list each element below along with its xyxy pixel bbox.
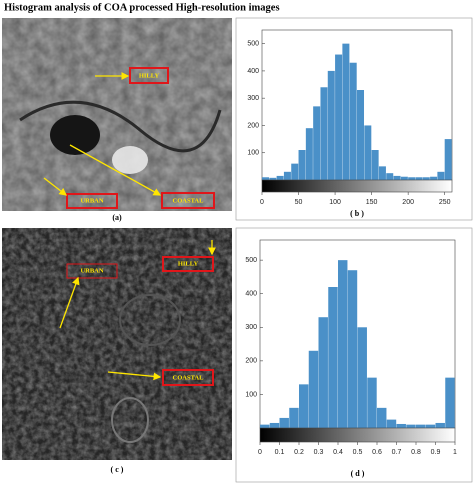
x-tick-label: 0.6 <box>372 449 382 456</box>
image-label: HILLY <box>178 260 199 267</box>
bar <box>283 171 291 180</box>
x-tick-label: 150 <box>366 199 378 206</box>
bar <box>416 424 426 428</box>
bar <box>400 176 408 180</box>
caption: ( c ) <box>111 465 124 474</box>
bar <box>349 62 357 180</box>
bar <box>377 407 387 428</box>
bar <box>396 423 406 428</box>
x-tick-label: 0.1 <box>275 449 285 456</box>
bar <box>276 175 284 180</box>
y-tick-label: 200 <box>247 122 259 129</box>
bar <box>308 350 319 428</box>
bar <box>320 87 328 180</box>
image-label: URBAN <box>80 267 103 274</box>
x-tick-label: 0.3 <box>314 449 324 456</box>
bar <box>305 128 313 180</box>
bar <box>342 43 350 180</box>
x-tick-label: 0.5 <box>353 449 363 456</box>
image-a <box>2 18 232 211</box>
bar <box>364 125 372 180</box>
bar <box>298 150 306 180</box>
image-label: COASTAL <box>173 374 205 381</box>
x-tick-label: 200 <box>402 199 414 206</box>
bar <box>260 424 270 428</box>
bar <box>291 163 299 180</box>
bar <box>313 106 321 180</box>
bar <box>422 177 430 180</box>
y-tick-label: 200 <box>245 358 257 365</box>
y-tick-label: 100 <box>245 391 257 398</box>
bar <box>393 175 401 180</box>
bar <box>338 260 348 428</box>
bar <box>367 377 377 428</box>
bar <box>408 177 416 180</box>
bar <box>378 166 386 180</box>
colorbar <box>261 179 453 193</box>
bar <box>262 177 270 180</box>
y-tick-label: 300 <box>245 324 257 331</box>
y-tick-label: 400 <box>247 68 259 75</box>
bar <box>430 176 438 180</box>
bar <box>279 417 289 428</box>
bar <box>357 90 365 180</box>
x-tick-label: 100 <box>329 199 341 206</box>
y-tick-label: 500 <box>247 40 259 47</box>
bar <box>269 422 280 428</box>
bar <box>437 171 445 180</box>
bar <box>347 270 358 428</box>
x-tick-label: 0.4 <box>333 449 343 456</box>
x-tick-label: 0.8 <box>411 449 421 456</box>
bar <box>328 287 338 428</box>
image-label: HILLY <box>139 72 160 79</box>
caption: ( b ) <box>350 209 364 218</box>
bar <box>269 177 277 180</box>
bar <box>357 327 367 428</box>
x-tick-label: 50 <box>295 199 303 206</box>
caption: ( d ) <box>351 469 365 478</box>
bar <box>415 177 423 180</box>
bar <box>386 173 394 180</box>
x-tick-label: 250 <box>439 199 451 206</box>
bar <box>371 150 379 180</box>
image-c <box>2 228 232 460</box>
image-label: COASTAL <box>173 197 205 204</box>
y-tick-label: 400 <box>245 291 257 298</box>
x-tick-label: 0.9 <box>431 449 441 456</box>
bar <box>299 384 309 428</box>
bar <box>445 377 455 428</box>
y-tick-label: 100 <box>247 150 259 157</box>
y-tick-label: 500 <box>245 257 257 264</box>
colorbar <box>259 427 456 443</box>
bar <box>318 317 328 428</box>
y-tick-label: 300 <box>247 95 259 102</box>
bar <box>327 70 335 180</box>
x-tick-label: 0.7 <box>392 449 402 456</box>
caption: (a) <box>112 213 122 222</box>
bar <box>444 139 452 180</box>
bar <box>435 422 445 428</box>
figure-title: Histogram analysis of COA processed High… <box>4 2 280 13</box>
bar <box>406 424 416 428</box>
x-tick-label: 0 <box>258 449 262 456</box>
x-tick-label: 0.2 <box>294 449 304 456</box>
bar <box>289 407 299 428</box>
x-tick-label: 1 <box>453 449 457 456</box>
bar <box>425 424 436 428</box>
bar <box>386 419 397 428</box>
image-label: URBAN <box>80 197 103 204</box>
x-tick-label: 0 <box>260 199 264 206</box>
bar <box>335 54 343 180</box>
